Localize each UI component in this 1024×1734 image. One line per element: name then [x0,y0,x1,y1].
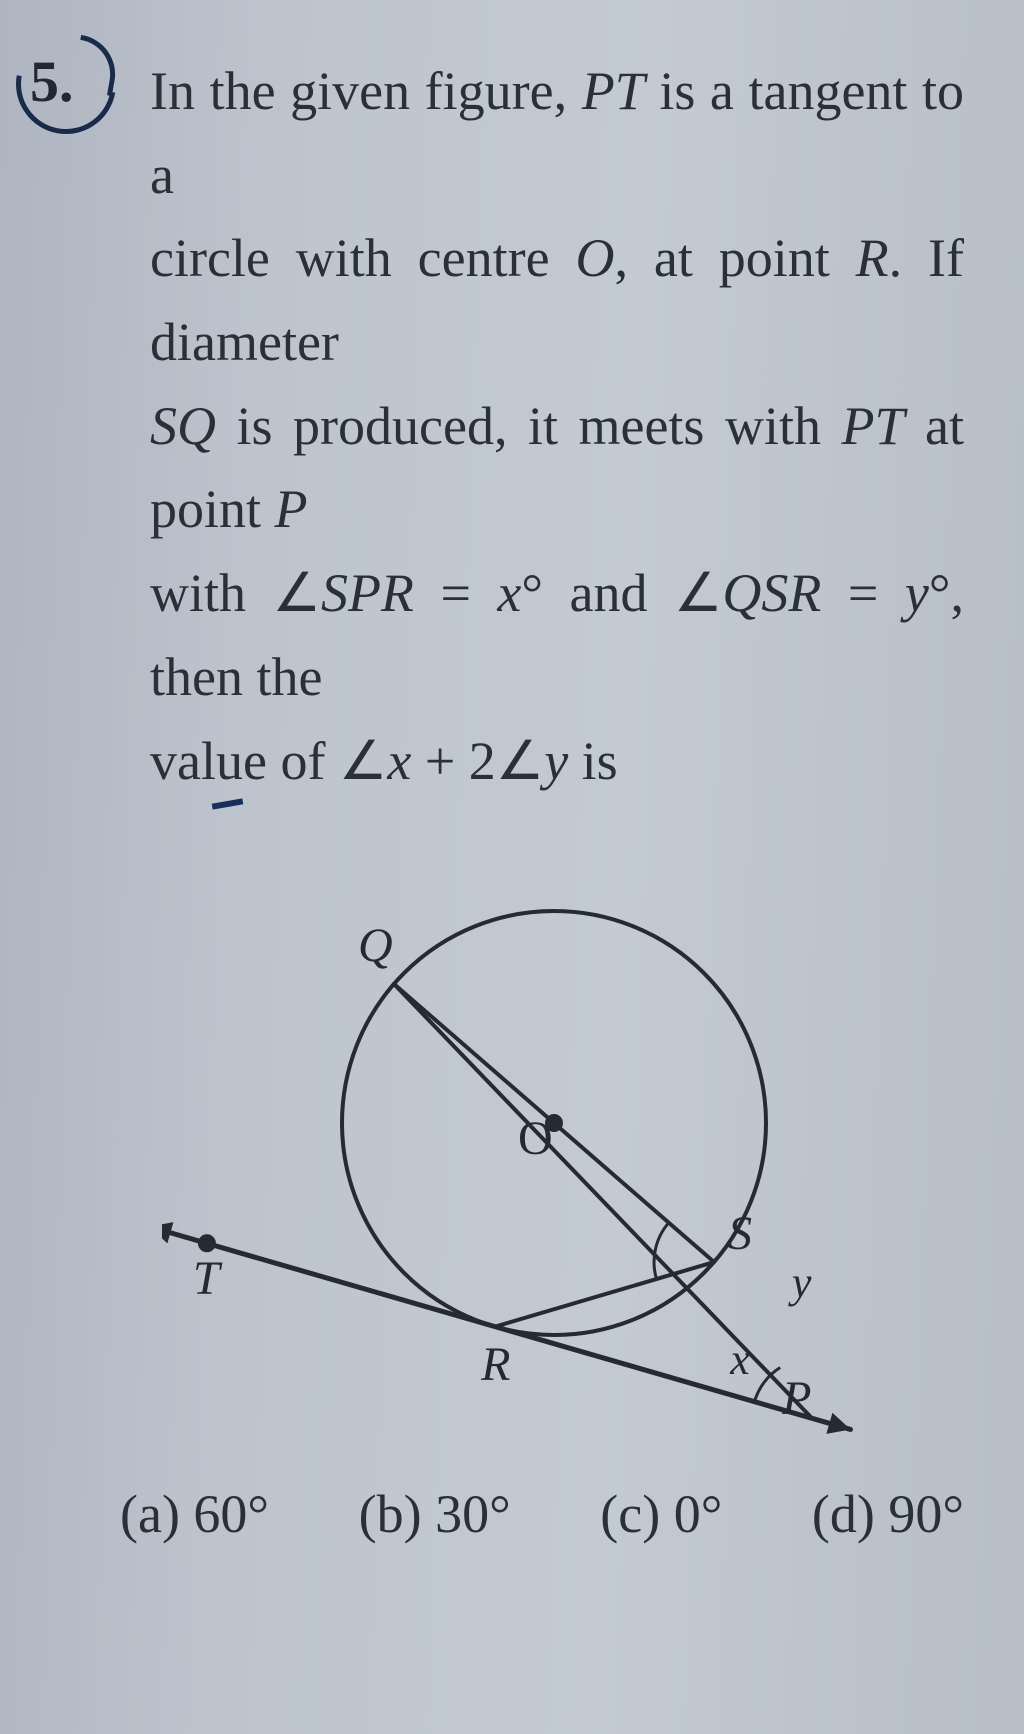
question-number-text: 5. [30,49,74,114]
page: 5. In the given figure, PT is a tangent … [0,0,1024,1734]
question-line-2: circle with centre O, at point R. If dia… [150,228,964,372]
figure-container: Q S O R P T x y [80,833,964,1453]
option-d[interactable]: (d) 90° [812,1483,964,1545]
value-prefix: val [150,731,216,791]
value-strike: u [216,720,243,804]
label-S: S [728,1206,752,1261]
label-P: P [782,1371,811,1426]
answer-options: (a) 60° (b) 30° (c) 0° (d) 90° [120,1483,964,1545]
label-Q: Q [358,918,393,973]
label-x: x [730,1334,750,1385]
option-b[interactable]: (b) 30° [359,1483,511,1545]
question-value-line: value of ∠x + 2∠y is [150,720,964,804]
option-c[interactable]: (c) 0° [600,1483,722,1545]
question-line-3: SQ is produced, it meets with PT at poin… [150,396,964,540]
label-O: O [518,1111,553,1166]
label-R: R [481,1337,510,1392]
value-rest: e of ∠x + 2∠y is [243,731,618,791]
question-line-1: In the given figure, PT is a tangent to … [150,61,964,205]
label-T: T [193,1251,220,1306]
question-number: 5. [30,48,74,115]
question-line-4: with ∠SPR = x° and ∠QSR = y°, then the [150,563,964,707]
label-y: y [792,1257,812,1308]
geometry-figure: Q S O R P T x y [162,833,882,1453]
option-a[interactable]: (a) 60° [120,1483,269,1545]
question-text: In the given figure, PT is a tangent to … [150,50,964,720]
